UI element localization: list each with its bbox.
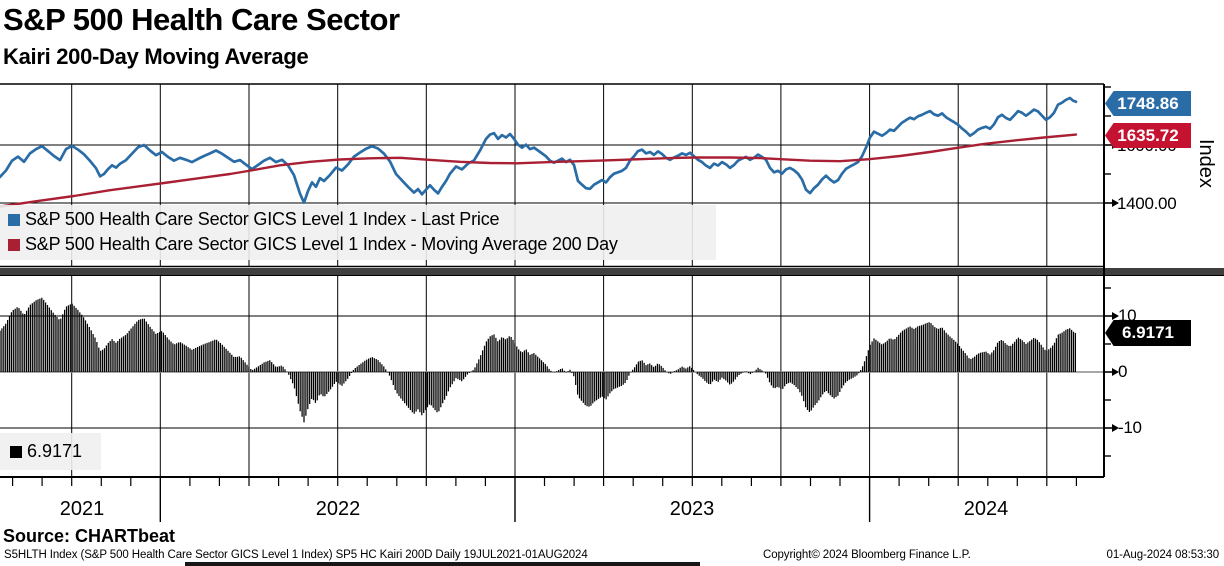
kairi-legend-value: 6.9171 bbox=[27, 441, 83, 461]
moving-average-badge: 1635.72 bbox=[1105, 123, 1191, 148]
source-line: Source: CHARTbeat bbox=[3, 526, 176, 546]
x-tick-2022: 2022 bbox=[315, 498, 361, 520]
moving-average-swatch-icon bbox=[8, 238, 20, 251]
last-price-swatch-icon bbox=[8, 213, 20, 226]
kairi-value-badge: 6.9171 bbox=[1105, 320, 1191, 346]
y-tick-1400: 1400.00 bbox=[1117, 194, 1177, 213]
footer-ticker-info: S5HLTH Index (S&P 500 Health Care Sector… bbox=[4, 549, 588, 561]
price-legend: S&P 500 Health Care Sector GICS Level 1 … bbox=[0, 205, 716, 260]
legend-row-last-price: S&P 500 Health Care Sector GICS Level 1 … bbox=[8, 207, 716, 232]
kairi-swatch-icon bbox=[10, 445, 22, 458]
x-tick-2024: 2024 bbox=[963, 498, 1009, 520]
last-price-badge: 1748.86 bbox=[1105, 91, 1191, 116]
moving-average-legend-label: S&P 500 Health Care Sector GICS Level 1 … bbox=[25, 234, 618, 254]
y-axis-title: Index bbox=[1195, 139, 1217, 188]
x-tick-2021: 2021 bbox=[59, 498, 105, 520]
x-tick-2023: 2023 bbox=[669, 498, 715, 520]
last-price-legend-label: S&P 500 Health Care Sector GICS Level 1 … bbox=[25, 209, 500, 229]
kairi-tick-0: 0 bbox=[1118, 362, 1128, 381]
kairi-legend: 6.9171 bbox=[0, 433, 101, 470]
page-subtitle: Kairi 200-Day Moving Average bbox=[3, 44, 309, 69]
footer-timestamp: 01-Aug-2024 08:53:30 bbox=[1106, 549, 1220, 561]
page-title: S&P 500 Health Care Sector bbox=[3, 2, 400, 37]
footer-copyright: Copyright© 2024 Bloomberg Finance L.P. bbox=[763, 549, 971, 561]
window-edge-bar bbox=[185, 562, 700, 566]
kairi-tick-minus10: -10 bbox=[1118, 418, 1142, 437]
legend-row-moving-average: S&P 500 Health Care Sector GICS Level 1 … bbox=[8, 232, 716, 257]
